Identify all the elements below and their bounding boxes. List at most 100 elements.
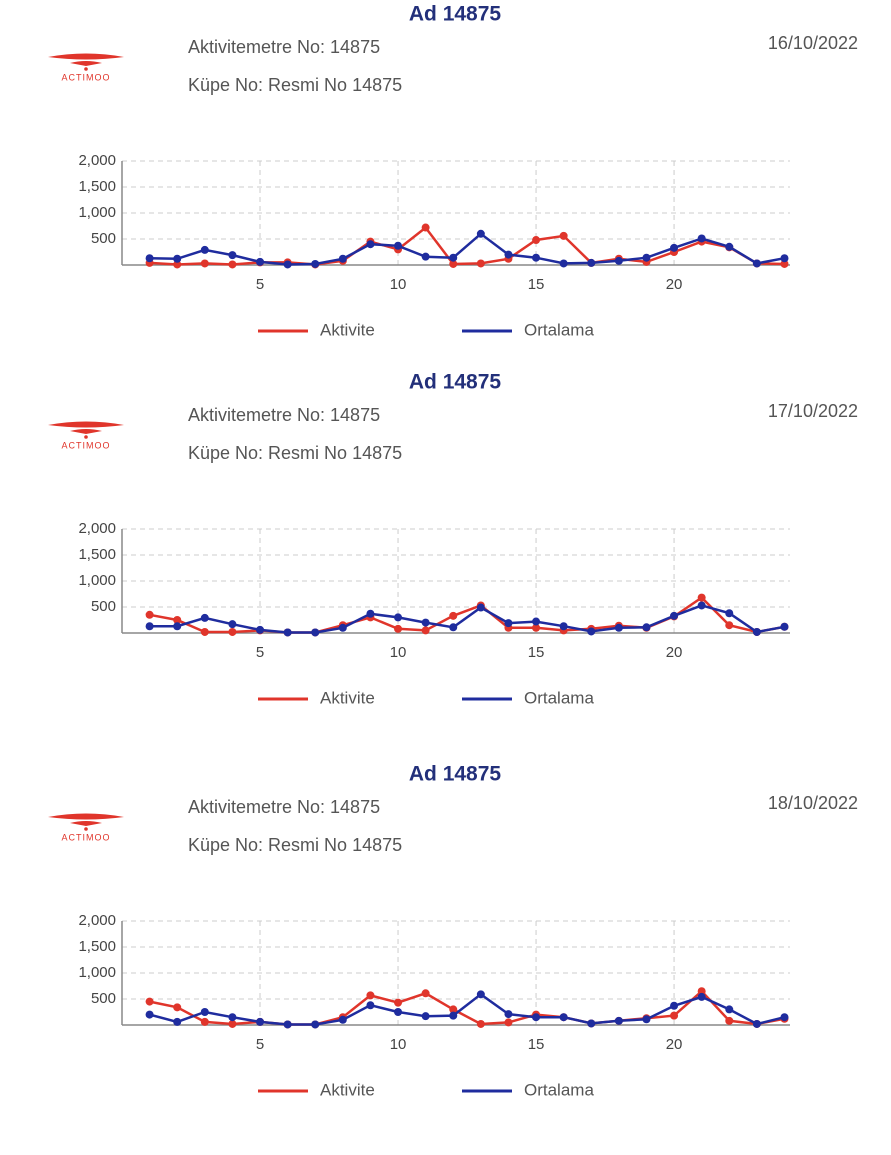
legend-label: Ortalama — [524, 320, 594, 339]
data-point — [311, 628, 320, 637]
data-point — [725, 621, 734, 630]
legend-label: Ortalama — [524, 688, 594, 707]
x-tick-label: 15 — [528, 1036, 545, 1053]
y-tick-label: 1,500 — [78, 546, 116, 563]
data-point — [449, 623, 458, 632]
data-point — [587, 1019, 596, 1028]
data-point — [173, 622, 182, 631]
data-point — [311, 259, 320, 268]
y-tick-label: 1,000 — [78, 964, 116, 981]
data-point — [421, 626, 430, 635]
data-point — [366, 991, 375, 1000]
data-point — [228, 260, 237, 269]
data-point — [366, 240, 375, 249]
series-line — [149, 225, 785, 266]
legend-label: Aktivite — [320, 688, 375, 707]
data-point — [449, 611, 458, 620]
data-point — [366, 1001, 375, 1010]
tag-no: Küpe No: Resmi No 14875 — [188, 443, 402, 463]
data-point — [642, 253, 651, 262]
data-point — [283, 260, 292, 269]
y-tick-label: 1,500 — [78, 938, 116, 955]
data-point — [725, 1016, 734, 1025]
data-point — [670, 1001, 679, 1010]
data-point — [504, 1018, 513, 1027]
data-point — [338, 623, 347, 632]
date: 16/10/2022 — [768, 33, 858, 53]
data-point — [200, 245, 209, 254]
logo-icon — [48, 813, 124, 826]
data-point — [532, 617, 541, 626]
data-point — [394, 624, 403, 633]
x-tick-label: 15 — [528, 644, 545, 661]
series-line — [149, 232, 785, 266]
data-point — [725, 242, 734, 251]
data-point — [145, 1010, 154, 1019]
logo-icon — [48, 421, 124, 434]
data-point — [587, 627, 596, 636]
legend-label: Aktivite — [320, 1080, 375, 1099]
data-point — [283, 628, 292, 637]
data-point — [394, 613, 403, 622]
y-tick-label: 1,500 — [78, 178, 116, 195]
tag-no: Küpe No: Resmi No 14875 — [188, 75, 402, 95]
data-point — [421, 252, 430, 261]
data-point — [725, 609, 734, 618]
data-point — [228, 620, 237, 629]
data-point — [670, 611, 679, 620]
x-tick-label: 10 — [390, 276, 407, 293]
x-tick-label: 20 — [666, 276, 683, 293]
data-point — [780, 254, 789, 263]
data-point — [449, 253, 458, 262]
x-tick-label: 20 — [666, 1036, 683, 1053]
data-point — [421, 1012, 430, 1021]
logo-dot — [84, 827, 88, 831]
data-point — [173, 260, 182, 269]
y-tick-label: 2,000 — [78, 912, 116, 929]
data-point — [476, 1019, 485, 1028]
logo-text: ACTIMOO — [62, 72, 111, 82]
data-point — [780, 1013, 789, 1022]
data-point — [173, 1017, 182, 1026]
chart-card: Ad 14875 Aktivitemetre No: 14875 Küpe No: … — [48, 763, 858, 1099]
data-point — [504, 250, 513, 259]
meter-no: Aktivitemetre No: 14875 — [188, 797, 380, 817]
y-tick-label: 1,000 — [78, 572, 116, 589]
data-point — [780, 622, 789, 631]
data-point — [752, 259, 761, 268]
data-point — [145, 610, 154, 619]
data-point — [200, 1008, 209, 1016]
data-point — [394, 1008, 403, 1016]
data-point — [200, 259, 209, 268]
data-point — [725, 1005, 734, 1014]
data-point — [173, 1003, 182, 1012]
y-tick-label: 2,000 — [78, 152, 116, 169]
data-point — [145, 997, 154, 1006]
data-point — [697, 593, 706, 602]
data-point — [200, 1017, 209, 1026]
date: 18/10/2022 — [768, 793, 858, 813]
data-point — [200, 627, 209, 636]
data-point — [697, 601, 706, 610]
tag-no: Küpe No: Resmi No 14875 — [188, 835, 402, 855]
data-point — [559, 259, 568, 268]
data-point — [338, 254, 347, 263]
data-point — [173, 254, 182, 263]
data-point — [670, 243, 679, 252]
data-point — [532, 1013, 541, 1022]
date: 17/10/2022 — [768, 401, 858, 421]
data-point — [614, 623, 623, 632]
data-point — [559, 622, 568, 631]
data-point — [532, 623, 541, 632]
data-point — [256, 257, 265, 266]
data-point — [614, 256, 623, 265]
data-point — [697, 234, 706, 243]
data-point — [670, 1011, 679, 1020]
series-line — [149, 992, 785, 1026]
data-point — [228, 1019, 237, 1028]
data-point — [421, 618, 430, 627]
y-tick-label: 500 — [91, 230, 116, 247]
y-tick-label: 500 — [91, 598, 116, 615]
data-point — [228, 1013, 237, 1022]
